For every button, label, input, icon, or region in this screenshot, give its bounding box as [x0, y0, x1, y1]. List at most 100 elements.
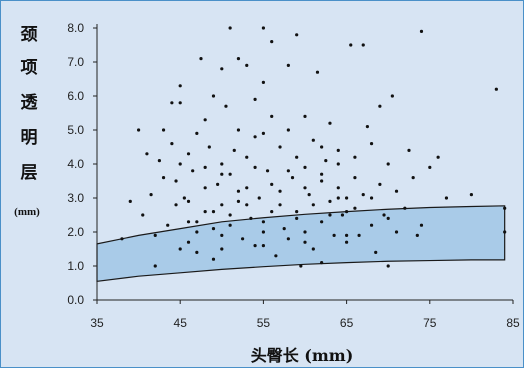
data-point [203, 186, 207, 190]
data-point [253, 97, 257, 101]
data-point [141, 213, 145, 217]
data-point [295, 216, 299, 220]
data-point [195, 220, 199, 224]
data-point [166, 223, 170, 227]
data-point [295, 155, 299, 159]
data-point [369, 142, 374, 146]
data-point [386, 162, 390, 166]
y-tick-label: 1.0 [67, 259, 84, 273]
points-layer [120, 26, 507, 268]
reference-band [96, 205, 506, 282]
data-point [211, 227, 216, 231]
data-point [386, 216, 390, 220]
data-point [345, 196, 349, 200]
y-tick-label: 8.0 [67, 21, 84, 35]
data-point [444, 196, 449, 200]
data-point [182, 196, 186, 200]
data-point [174, 179, 178, 183]
data-point [415, 233, 419, 237]
data-point [394, 230, 399, 234]
data-point [394, 189, 399, 193]
data-point [382, 213, 386, 217]
data-point [303, 114, 307, 118]
data-point [228, 213, 232, 217]
band-layer [96, 205, 506, 282]
data-point [299, 264, 303, 268]
y-axis-label-char: 颈 [20, 25, 38, 45]
data-point [345, 210, 349, 214]
data-point [253, 244, 257, 248]
data-point [203, 210, 207, 214]
y-tick-label: 0.0 [67, 293, 84, 307]
data-point [328, 199, 332, 203]
data-point [374, 250, 378, 254]
data-point [241, 237, 245, 241]
data-point [261, 230, 265, 234]
data-point [303, 240, 307, 244]
data-point [149, 193, 153, 197]
data-point [220, 162, 224, 166]
data-point [186, 220, 191, 224]
data-point [407, 148, 411, 152]
data-point [286, 63, 290, 67]
data-point [332, 233, 336, 237]
data-point [228, 26, 232, 30]
data-point [203, 118, 207, 122]
data-point [211, 94, 216, 98]
x-tick-label: 55 [257, 316, 271, 330]
data-point [336, 162, 340, 166]
data-point [261, 220, 265, 224]
data-point [324, 159, 328, 163]
y-tick-label: 6.0 [67, 89, 84, 103]
data-point [503, 206, 507, 210]
data-point [245, 203, 249, 207]
data-point [161, 128, 166, 132]
data-point [307, 193, 311, 197]
y-tick-label: 5.0 [67, 123, 84, 137]
data-point [178, 162, 182, 166]
data-point [220, 67, 224, 71]
data-point [353, 176, 357, 180]
data-point [278, 145, 282, 149]
data-point [386, 264, 390, 268]
data-point [245, 186, 249, 190]
data-point [228, 172, 232, 176]
data-point [195, 230, 199, 234]
data-point [286, 169, 290, 173]
data-point [278, 189, 282, 193]
data-point [137, 128, 141, 132]
data-point [353, 155, 357, 159]
data-point [311, 203, 315, 207]
data-point [270, 182, 274, 186]
data-point [428, 165, 432, 169]
data-point [170, 101, 174, 105]
data-point [419, 223, 424, 227]
data-point [320, 172, 324, 176]
y-axis-label-char: 透 [20, 93, 38, 113]
data-point [303, 186, 307, 190]
data-point [270, 114, 274, 118]
data-point [207, 145, 211, 149]
data-point [469, 193, 473, 197]
data-point [286, 128, 290, 132]
data-point [236, 57, 241, 61]
data-point [303, 230, 307, 234]
data-point [261, 131, 265, 135]
data-point [270, 210, 274, 214]
data-point [236, 199, 241, 203]
data-point [390, 94, 394, 98]
data-point [270, 40, 274, 44]
data-point [186, 240, 191, 244]
data-point [261, 80, 265, 84]
y-tick-label: 2.0 [67, 225, 84, 239]
data-point [249, 216, 253, 220]
data-point [403, 206, 407, 210]
data-point [261, 26, 265, 30]
data-point [195, 250, 199, 254]
y-axis-unit-label: (mm) [14, 206, 40, 218]
data-point [220, 172, 224, 176]
data-point [320, 261, 324, 265]
data-point [357, 233, 361, 237]
data-point [349, 43, 353, 47]
